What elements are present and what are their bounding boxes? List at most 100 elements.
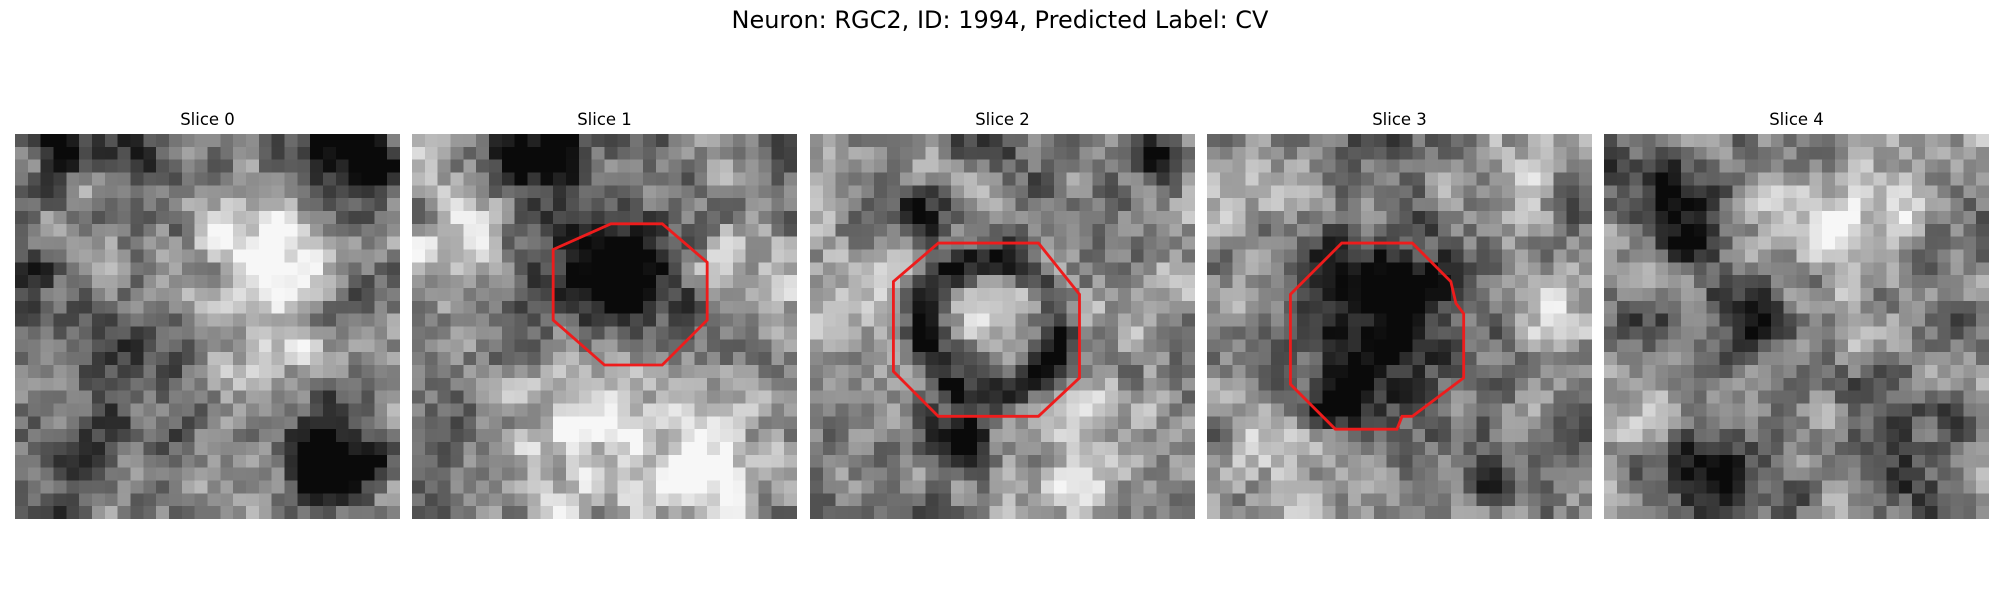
pixel <box>643 249 657 263</box>
pixel <box>1489 146 1503 160</box>
pixel <box>424 288 438 302</box>
pixel <box>771 300 785 314</box>
pixel <box>1169 416 1183 430</box>
pixel <box>1873 480 1887 494</box>
pixel <box>874 352 888 366</box>
pixel <box>1642 288 1656 302</box>
pixel <box>1476 429 1490 443</box>
pixel <box>578 249 592 263</box>
pixel <box>655 377 669 391</box>
pixel <box>1963 249 1977 263</box>
pixel <box>1002 454 1016 468</box>
pixel <box>66 403 80 417</box>
pixel <box>1182 403 1195 417</box>
pixel <box>1207 390 1221 404</box>
pixel <box>1245 352 1259 366</box>
pixel <box>92 390 106 404</box>
pixel <box>1476 185 1490 199</box>
pixel <box>874 249 888 263</box>
pixel <box>707 288 721 302</box>
pixel <box>53 326 67 340</box>
pixel <box>387 429 400 443</box>
pixel <box>1463 390 1477 404</box>
pixel <box>1373 403 1387 417</box>
pixel <box>374 159 388 173</box>
pixel <box>194 339 208 353</box>
pixel <box>1515 223 1529 237</box>
pixel <box>323 416 337 430</box>
pixel <box>169 365 183 379</box>
pixel <box>130 326 144 340</box>
pixel <box>835 416 849 430</box>
pixel <box>246 480 260 494</box>
pixel <box>1489 288 1503 302</box>
pixel <box>1706 377 1720 391</box>
pixel <box>1668 403 1682 417</box>
pixel <box>822 159 836 173</box>
pixel <box>1386 288 1400 302</box>
pixel <box>1950 506 1964 519</box>
pixel <box>694 493 708 507</box>
pixel <box>1809 365 1823 379</box>
pixel <box>874 134 888 148</box>
pixel <box>1604 288 1618 302</box>
pixel <box>720 146 734 160</box>
pixel <box>27 429 41 443</box>
pixel <box>1258 377 1272 391</box>
pixel <box>1655 416 1669 430</box>
pixel <box>1553 377 1567 391</box>
pixel <box>1373 365 1387 379</box>
pixel <box>130 211 144 225</box>
pixel <box>1566 262 1580 276</box>
pixel <box>1668 198 1682 212</box>
pixel <box>1835 211 1849 225</box>
pixel <box>387 506 400 519</box>
pixel <box>1886 506 1900 519</box>
pixel <box>207 288 221 302</box>
pixel <box>1156 429 1170 443</box>
pixel <box>1489 185 1503 199</box>
pixel <box>1335 442 1349 456</box>
pixel <box>246 390 260 404</box>
pixel <box>1616 442 1630 456</box>
pixel <box>1835 198 1849 212</box>
pixel <box>1156 326 1170 340</box>
pixel <box>284 454 298 468</box>
pixel <box>514 198 528 212</box>
pixel <box>630 172 644 186</box>
pixel <box>1309 172 1323 186</box>
pixel <box>1758 365 1772 379</box>
pixel <box>1770 288 1784 302</box>
pixel <box>335 442 349 456</box>
pixel <box>964 365 978 379</box>
pixel <box>310 313 324 327</box>
pixel <box>1118 134 1132 148</box>
pixel <box>1271 467 1285 481</box>
pixel <box>1847 172 1861 186</box>
pixel <box>1476 403 1490 417</box>
pixel <box>323 326 337 340</box>
pixel <box>194 134 208 148</box>
pixel <box>284 198 298 212</box>
pixel <box>1335 403 1349 417</box>
pixel <box>1271 288 1285 302</box>
pixel <box>258 365 272 379</box>
pixel <box>1476 134 1490 148</box>
pixel <box>938 480 952 494</box>
pixel <box>1616 146 1630 160</box>
pixel <box>591 159 605 173</box>
pixel <box>540 172 554 186</box>
pixel <box>387 326 400 340</box>
pixel <box>181 365 195 379</box>
pixel <box>1668 467 1682 481</box>
pixel <box>668 159 682 173</box>
pixel <box>1348 185 1362 199</box>
pixel <box>1348 223 1362 237</box>
pixel <box>1873 326 1887 340</box>
pixel <box>143 134 157 148</box>
pixel <box>297 416 311 430</box>
pixel <box>925 493 939 507</box>
pixel <box>1245 506 1259 519</box>
pixel <box>540 416 554 430</box>
pixel <box>758 352 772 366</box>
